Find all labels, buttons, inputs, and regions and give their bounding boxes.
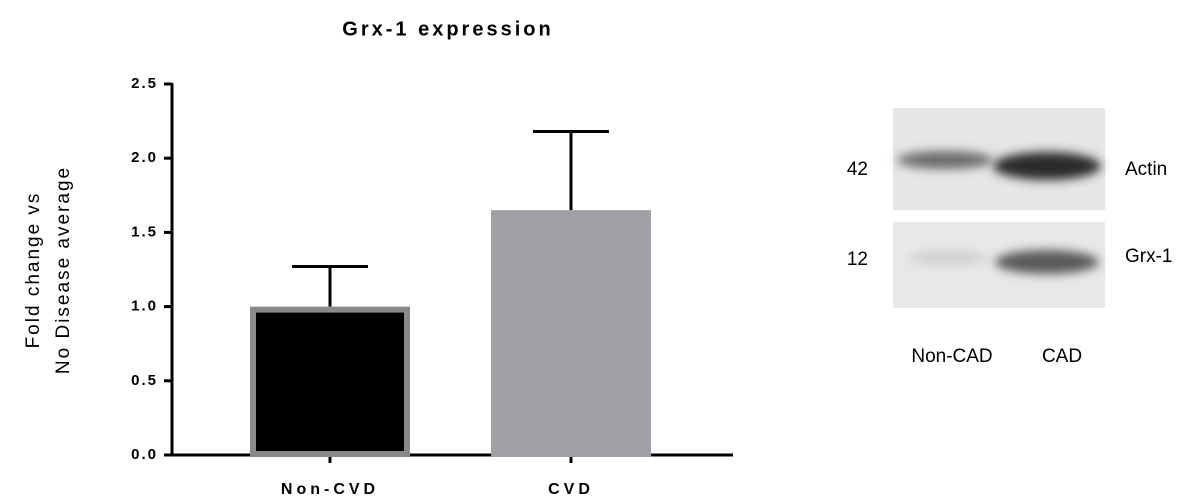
blot-band — [897, 151, 993, 169]
blot-band — [908, 251, 988, 265]
blot: 42 12 Actin Grx-1 Non-CAD CAD — [847, 108, 1173, 367]
y-tick-label: 1.5 — [131, 223, 158, 240]
blot-band — [993, 152, 1101, 180]
y-axis-label: No Disease average — [53, 166, 74, 374]
marker-label: 12 — [847, 249, 868, 270]
lane-label: Non-CAD — [911, 346, 992, 367]
protein-label: Grx-1 — [1125, 246, 1173, 267]
y-tick-label: 0.5 — [131, 372, 158, 389]
chart-title: Grx-1 expression — [342, 18, 553, 40]
x-tick-label: Non-CVD — [281, 481, 379, 498]
x-tick-label: CVD — [548, 481, 594, 498]
protein-label: Actin — [1125, 159, 1167, 180]
y-tick-label: 2.0 — [131, 149, 158, 166]
lane-label: CAD — [1042, 346, 1082, 367]
y-tick-label: 1.0 — [131, 298, 158, 315]
bar — [494, 213, 648, 454]
y-axis-label: Fold change vs — [23, 192, 44, 349]
bar — [253, 310, 407, 454]
blot-band — [995, 250, 1099, 274]
y-tick-label: 0.0 — [131, 446, 158, 463]
marker-label: 42 — [847, 159, 868, 180]
y-tick-label: 2.5 — [131, 75, 158, 92]
figure: Grx-1 expression Fold change vs No Disea… — [0, 0, 1192, 498]
